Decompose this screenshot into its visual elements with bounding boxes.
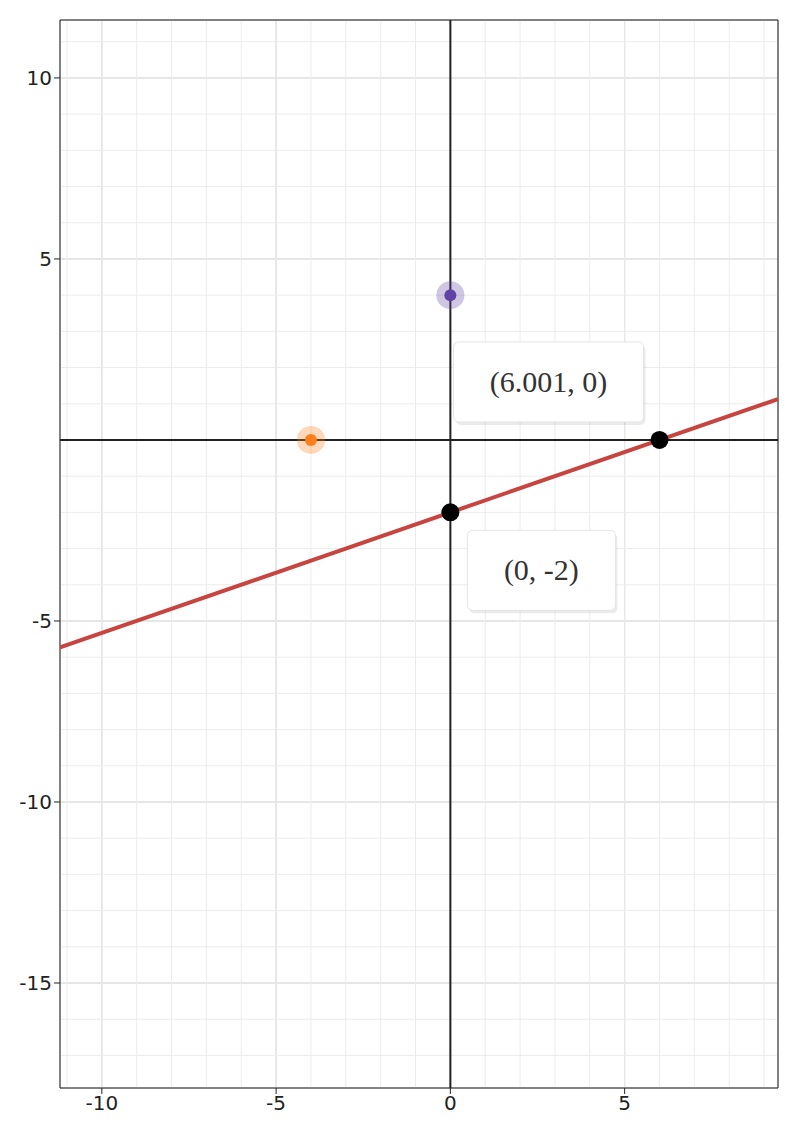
- svg-text:-5: -5: [32, 609, 52, 633]
- svg-text:5: 5: [39, 247, 52, 271]
- svg-text:10: 10: [27, 66, 52, 90]
- svg-text:5: 5: [618, 1091, 631, 1115]
- svg-text:0: 0: [444, 1091, 457, 1115]
- svg-text:-5: -5: [266, 1091, 286, 1115]
- svg-text:-10: -10: [85, 1091, 118, 1115]
- svg-text:-15: -15: [19, 971, 52, 995]
- svg-text:(0, -2): (0, -2): [504, 553, 579, 587]
- svg-text:-10: -10: [19, 790, 52, 814]
- svg-text:(6.001, 0): (6.001, 0): [490, 365, 607, 399]
